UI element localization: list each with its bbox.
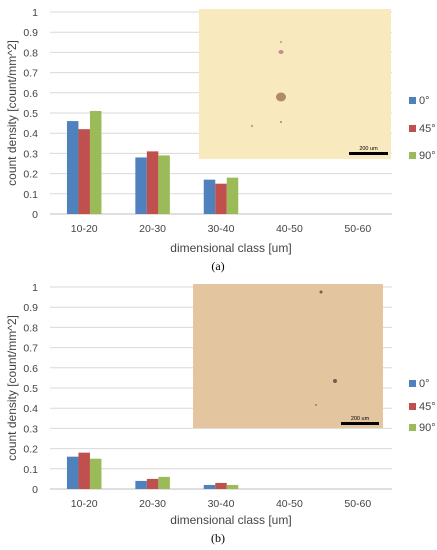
chart-a: 0 0.1 0.2 0.3 0.4 0.5 0.6 0.7 0.8 0.9 1 10-20 20-30 3… (5, 7, 436, 273)
legend-label: 45° (419, 123, 436, 135)
legend-label: 0° (419, 95, 430, 107)
micrograph-image (193, 284, 383, 428)
bar (203, 179, 216, 214)
particle (280, 121, 282, 123)
x-tick-label: 20-30 (139, 223, 166, 235)
y-axis-label: count density [count/mm^2] (5, 40, 19, 186)
legend-label: 45° (419, 401, 436, 413)
bar (226, 484, 239, 489)
x-tick-label: 40-50 (276, 498, 303, 510)
y-tick-label: 0.1 (23, 189, 38, 201)
x-tick-label: 30-40 (208, 498, 235, 510)
bar (158, 155, 170, 214)
y-tick-label: 0.5 (23, 108, 38, 120)
bar (158, 476, 170, 489)
x-axis-label: dimensional class [um] (170, 513, 291, 527)
x-tick-label: 50-60 (344, 223, 371, 235)
y-tick-label: 0.3 (23, 423, 38, 435)
bar (78, 452, 90, 489)
bar (89, 458, 102, 489)
y-tick-label: 1 (32, 282, 38, 294)
micrograph-image (199, 9, 391, 159)
bar (146, 478, 159, 489)
legend-swatch (409, 125, 416, 132)
y-tick-label: 1 (32, 7, 38, 19)
figure-caption: (b) (211, 531, 225, 545)
legend-label: 90° (419, 150, 436, 162)
legend-label: 0° (419, 378, 430, 390)
y-tick-label: 0 (32, 209, 38, 221)
legend-swatch (409, 403, 416, 410)
y-tick-label: 0.8 (23, 47, 38, 59)
x-tick-label: 10-20 (71, 223, 98, 235)
y-tick-label: 0.7 (23, 68, 38, 80)
bar (78, 129, 90, 214)
particle (315, 404, 317, 406)
scale-bar-label: 200 um (359, 146, 378, 152)
y-tick-label: 0.2 (23, 444, 38, 456)
y-tick-label: 0.8 (23, 322, 38, 334)
x-tick-label: 40-50 (276, 223, 303, 235)
y-tick-label: 0.9 (23, 27, 38, 39)
legend-label: 90° (419, 422, 436, 434)
y-tick-label: 0.1 (23, 464, 38, 476)
micrograph-inset: 200 um (193, 284, 383, 428)
bar (203, 484, 216, 489)
x-tick-label: 50-60 (344, 498, 371, 510)
legend-swatch (409, 97, 416, 104)
particle (319, 290, 323, 294)
bar (215, 482, 227, 489)
x-tick-label: 20-30 (139, 498, 166, 510)
particle (280, 41, 282, 43)
bar (135, 480, 147, 489)
y-tick-label: 0.5 (23, 383, 38, 395)
particle (278, 50, 284, 54)
bar (66, 456, 79, 489)
legend-swatch (409, 380, 416, 387)
chart-b: 0 0.1 0.2 0.3 0.4 0.5 0.6 0.7 0.8 0.9 1 10-20 20-30 3… (5, 282, 436, 545)
y-tick-label: 0.7 (23, 343, 38, 355)
micrograph-inset: 200 um (199, 9, 391, 159)
particle (276, 92, 286, 102)
bar (226, 177, 239, 214)
y-tick-label: 0.9 (23, 302, 38, 314)
figure-caption: (a) (211, 259, 224, 273)
scale-bar (341, 422, 379, 425)
x-tick-label: 30-40 (208, 223, 235, 235)
legend-swatch (409, 424, 416, 431)
x-tick-label: 10-20 (71, 498, 98, 510)
bar (215, 183, 227, 214)
bar (66, 121, 79, 214)
y-tick-label: 0.3 (23, 148, 38, 160)
legend: 0° 45° 90° (409, 378, 436, 434)
y-tick-label: 0.4 (23, 403, 38, 415)
bar (89, 110, 102, 214)
legend-swatch (409, 152, 416, 159)
bar (146, 151, 159, 214)
bar (135, 157, 147, 214)
y-tick-label: 0 (32, 484, 38, 496)
y-tick-label: 0.2 (23, 169, 38, 181)
particle (333, 379, 337, 383)
scale-bar-label: 200 um (351, 416, 370, 422)
x-axis-label: dimensional class [um] (170, 241, 291, 255)
scale-bar (349, 152, 388, 155)
y-tick-label: 0.6 (23, 88, 38, 100)
y-tick-label: 0.4 (23, 128, 38, 140)
legend: 0° 45° 90° (409, 95, 436, 162)
particle (250, 124, 254, 128)
y-axis-label: count density [count/mm^2] (5, 315, 19, 461)
y-tick-label: 0.6 (23, 363, 38, 375)
